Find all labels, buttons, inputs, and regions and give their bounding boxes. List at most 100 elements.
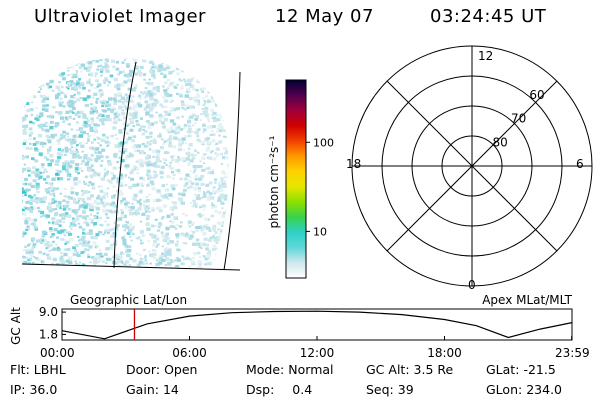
uv-pixel (49, 182, 52, 185)
uv-pixel (54, 175, 57, 178)
uv-pixel (233, 257, 235, 259)
uv-pixel (72, 82, 76, 85)
uv-pixel (126, 74, 131, 78)
uv-pixel (177, 58, 180, 59)
uv-pixel (50, 159, 54, 162)
uv-pixel (196, 69, 200, 73)
uv-pixel (93, 222, 98, 226)
uv-pixel (164, 139, 168, 143)
uv-pixel (35, 185, 39, 188)
uv-pixel (130, 208, 134, 211)
uv-pixel (198, 72, 202, 75)
uv-pixel (89, 207, 94, 212)
uv-pixel (34, 256, 39, 260)
uv-pixel (151, 163, 156, 167)
uv-pixel (168, 84, 173, 88)
uv-pixel (30, 170, 35, 174)
uv-pixel (50, 134, 55, 138)
uv-pixel (123, 59, 126, 61)
uv-pixel (61, 135, 66, 139)
uv-pixel (162, 204, 167, 208)
uv-pixel (80, 70, 83, 73)
uv-pixel (211, 206, 214, 209)
uv-pixel (183, 258, 186, 261)
lon-line-1 (113, 61, 137, 269)
uv-pixel (97, 65, 100, 68)
uv-pixel (138, 159, 143, 163)
uv-pixel (149, 70, 154, 74)
uv-pixel (234, 96, 238, 99)
uv-pixel (130, 169, 135, 172)
uv-pixel (82, 130, 87, 135)
uv-pixel (49, 115, 54, 119)
uv-pixel (37, 67, 41, 70)
uv-pixel (138, 128, 142, 131)
uv-pixel (159, 120, 162, 123)
uv-pixel (91, 141, 94, 144)
uv-pixel (229, 242, 231, 244)
uv-pixel (132, 125, 135, 127)
uv-pixel (22, 104, 25, 107)
uv-pixel (229, 118, 231, 120)
uv-pixel (179, 177, 183, 181)
uv-pixel (134, 59, 138, 62)
uv-pixel (81, 81, 85, 85)
uv-pixel (172, 81, 175, 84)
uv-pixel (125, 107, 129, 111)
uv-pixel (151, 73, 156, 77)
uv-pixel (155, 58, 160, 61)
uv-pixel (168, 258, 173, 262)
uv-pixel (190, 153, 194, 157)
uv-pixel (190, 105, 194, 109)
uv-pixel (129, 128, 134, 132)
uv-pixel (178, 143, 183, 147)
uv-pixel (59, 192, 62, 195)
uv-pixel (167, 78, 171, 82)
uv-pixel (38, 250, 42, 254)
uv-pixel (60, 237, 64, 241)
time-tick-label: 12:00 (300, 346, 335, 360)
uv-pixel (82, 115, 87, 119)
uv-pixel (97, 194, 101, 198)
colorbar-gradient (286, 80, 306, 278)
uv-pixel (216, 130, 219, 133)
uv-pixel (187, 119, 190, 122)
uv-pixel (116, 180, 121, 184)
uv-pixel (200, 228, 204, 232)
uv-pixel (113, 194, 116, 197)
uv-pixel (47, 202, 52, 206)
uv-pixel (175, 159, 180, 163)
uv-pixel (78, 208, 81, 211)
uv-pixel (165, 113, 169, 116)
uv-pixel (197, 152, 200, 154)
uv-pixel (125, 174, 128, 176)
uv-pixel (222, 182, 226, 186)
uv-pixel (166, 112, 171, 116)
uv-pixel (30, 90, 34, 93)
uv-pixel (152, 155, 155, 158)
uv-pixel (72, 141, 76, 144)
uv-pixel (156, 152, 160, 156)
uv-pixel (163, 117, 169, 122)
uv-pixel (45, 128, 50, 133)
uv-pixel (178, 140, 183, 144)
uv-pixel (46, 256, 52, 260)
uv-pixel (108, 81, 111, 84)
uv-pixel (89, 213, 93, 216)
uv-pixel (103, 232, 106, 234)
uv-pixel (122, 122, 127, 126)
uv-pixel (67, 58, 70, 60)
uv-pixel (74, 86, 79, 90)
uv-pixel (137, 270, 139, 272)
uv-pixel (175, 233, 180, 237)
uv-pixel (126, 232, 131, 235)
uv-pixel (107, 162, 113, 166)
uv-pixel (37, 191, 40, 194)
uv-pixel (169, 60, 174, 65)
uv-pixel (60, 85, 64, 89)
uv-pixel (225, 83, 229, 87)
uv-pixel (39, 85, 43, 88)
uv-pixel (201, 90, 205, 93)
uv-pixel (54, 96, 59, 100)
uv-pixel (69, 109, 73, 113)
